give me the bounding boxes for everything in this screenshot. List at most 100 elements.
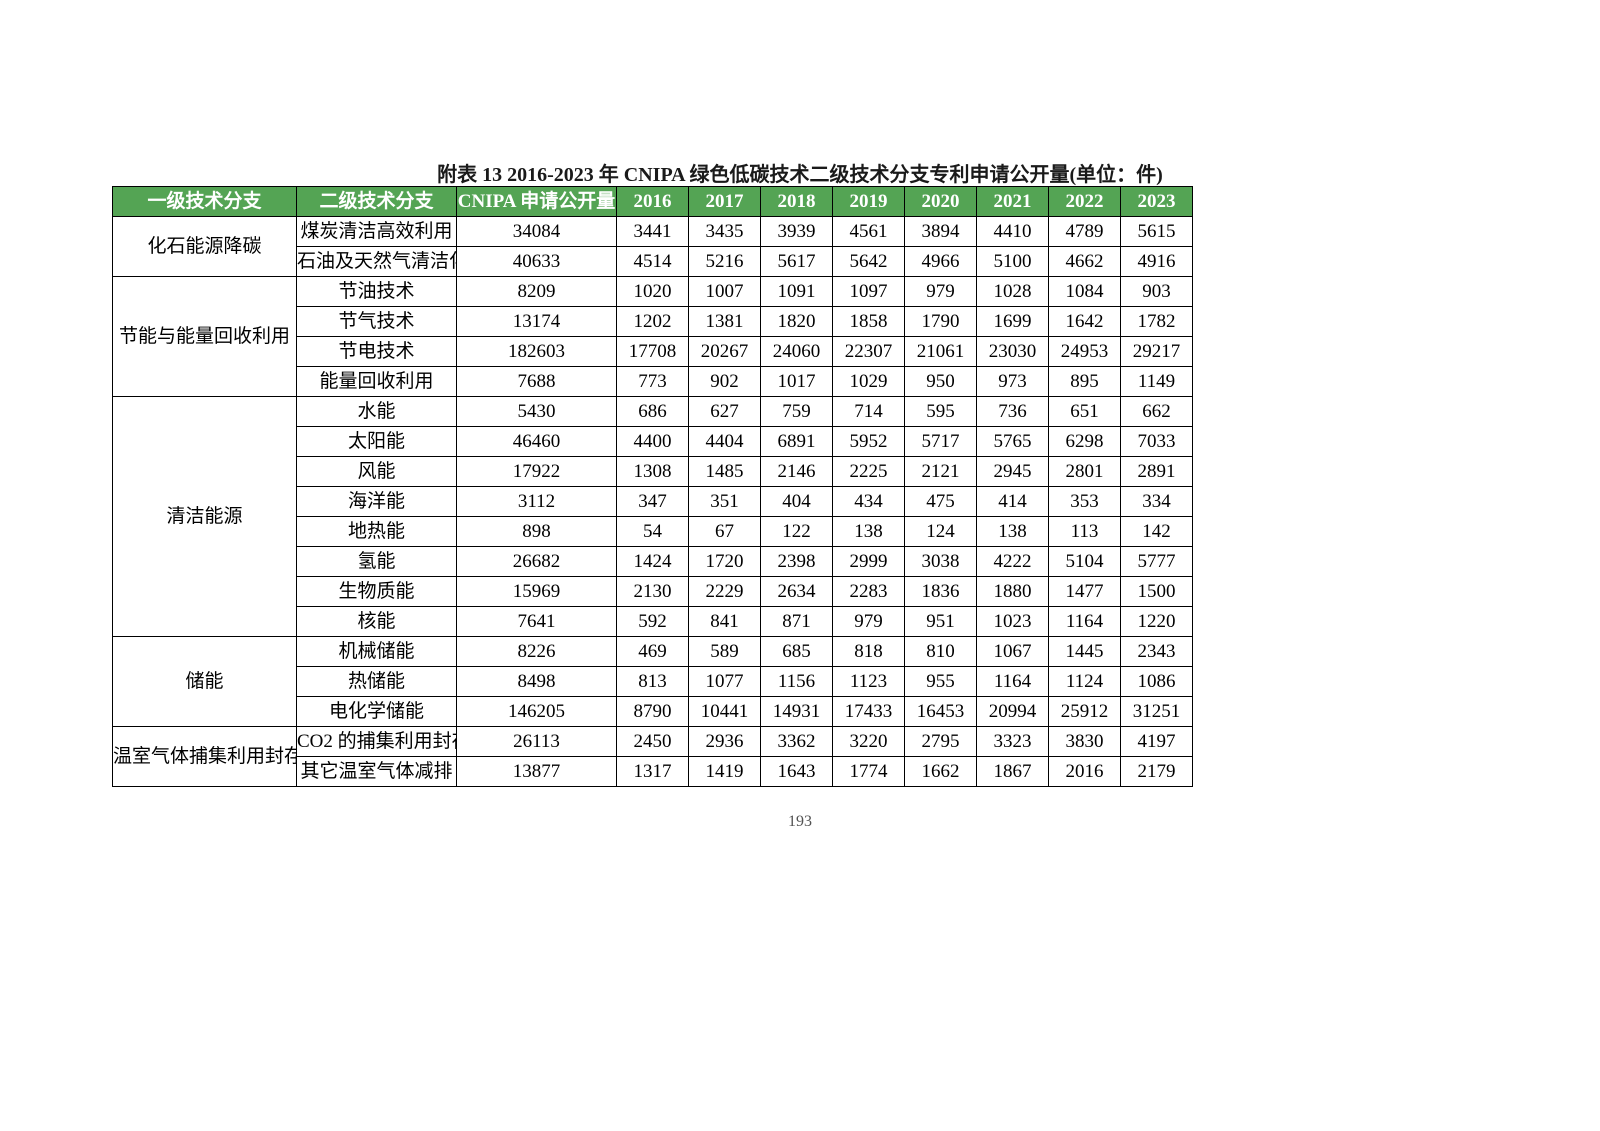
year-cell: 2450 xyxy=(617,727,689,757)
year-cell: 5617 xyxy=(761,247,833,277)
year-cell: 334 xyxy=(1121,487,1193,517)
year-cell: 902 xyxy=(689,367,761,397)
year-cell: 10441 xyxy=(689,697,761,727)
year-cell: 4662 xyxy=(1049,247,1121,277)
year-cell: 2179 xyxy=(1121,757,1193,787)
year-cell: 23030 xyxy=(977,337,1049,367)
year-cell: 2121 xyxy=(905,457,977,487)
year-cell: 3939 xyxy=(761,217,833,247)
table-row: 清洁能源水能5430686627759714595736651662 xyxy=(113,397,1193,427)
year-cell: 1086 xyxy=(1121,667,1193,697)
year-cell: 4197 xyxy=(1121,727,1193,757)
table-caption: 附表 13 2016-2023 年 CNIPA 绿色低碳技术二级技术分支专利申请… xyxy=(0,158,1600,187)
col-header: 2017 xyxy=(689,187,761,217)
year-cell: 3435 xyxy=(689,217,761,247)
year-cell: 5100 xyxy=(977,247,1049,277)
level2-cell: 生物质能 xyxy=(297,577,457,607)
year-cell: 2945 xyxy=(977,457,1049,487)
year-cell: 4916 xyxy=(1121,247,1193,277)
level1-cell: 化石能源降碳 xyxy=(113,217,297,277)
year-cell: 6298 xyxy=(1049,427,1121,457)
year-cell: 1820 xyxy=(761,307,833,337)
year-cell: 841 xyxy=(689,607,761,637)
level2-cell: 氢能 xyxy=(297,547,457,577)
year-cell: 29217 xyxy=(1121,337,1193,367)
level2-cell: 核能 xyxy=(297,607,457,637)
level2-cell: 节油技术 xyxy=(297,277,457,307)
year-cell: 1424 xyxy=(617,547,689,577)
year-cell: 979 xyxy=(905,277,977,307)
year-cell: 651 xyxy=(1049,397,1121,427)
page: 附表 13 2016-2023 年 CNIPA 绿色低碳技术二级技术分支专利申请… xyxy=(0,0,1600,1131)
year-cell: 1017 xyxy=(761,367,833,397)
year-cell: 3323 xyxy=(977,727,1049,757)
year-cell: 1880 xyxy=(977,577,1049,607)
year-cell: 5642 xyxy=(833,247,905,277)
year-cell: 2801 xyxy=(1049,457,1121,487)
year-cell: 351 xyxy=(689,487,761,517)
year-cell: 434 xyxy=(833,487,905,517)
year-cell: 353 xyxy=(1049,487,1121,517)
year-cell: 113 xyxy=(1049,517,1121,547)
year-cell: 4789 xyxy=(1049,217,1121,247)
year-cell: 2130 xyxy=(617,577,689,607)
year-cell: 414 xyxy=(977,487,1049,517)
year-cell: 2229 xyxy=(689,577,761,607)
year-cell: 1164 xyxy=(977,667,1049,697)
level2-cell: 风能 xyxy=(297,457,457,487)
year-cell: 979 xyxy=(833,607,905,637)
year-cell: 1091 xyxy=(761,277,833,307)
col-header: CNIPA 申请公开量 xyxy=(457,187,617,217)
level2-cell: 其它温室气体减排 xyxy=(297,757,457,787)
year-cell: 1123 xyxy=(833,667,905,697)
year-cell: 1149 xyxy=(1121,367,1193,397)
level2-cell: CO2 的捕集利用封存 xyxy=(297,727,457,757)
year-cell: 2795 xyxy=(905,727,977,757)
year-cell: 951 xyxy=(905,607,977,637)
total-cell: 13174 xyxy=(457,307,617,337)
year-cell: 16453 xyxy=(905,697,977,727)
year-cell: 1867 xyxy=(977,757,1049,787)
col-header: 一级技术分支 xyxy=(113,187,297,217)
year-cell: 950 xyxy=(905,367,977,397)
level2-cell: 节气技术 xyxy=(297,307,457,337)
total-cell: 8498 xyxy=(457,667,617,697)
year-cell: 1477 xyxy=(1049,577,1121,607)
year-cell: 2891 xyxy=(1121,457,1193,487)
year-cell: 1858 xyxy=(833,307,905,337)
total-cell: 146205 xyxy=(457,697,617,727)
year-cell: 25912 xyxy=(1049,697,1121,727)
year-cell: 903 xyxy=(1121,277,1193,307)
year-cell: 627 xyxy=(689,397,761,427)
year-cell: 3038 xyxy=(905,547,977,577)
year-cell: 818 xyxy=(833,637,905,667)
table-row: 节能与能量回收利用节油技术820910201007109110979791028… xyxy=(113,277,1193,307)
year-cell: 1156 xyxy=(761,667,833,697)
year-cell: 5615 xyxy=(1121,217,1193,247)
year-cell: 4561 xyxy=(833,217,905,247)
year-cell: 3362 xyxy=(761,727,833,757)
year-cell: 1077 xyxy=(689,667,761,697)
year-cell: 347 xyxy=(617,487,689,517)
year-cell: 6891 xyxy=(761,427,833,457)
total-cell: 8226 xyxy=(457,637,617,667)
total-cell: 898 xyxy=(457,517,617,547)
col-header: 二级技术分支 xyxy=(297,187,457,217)
year-cell: 469 xyxy=(617,637,689,667)
level1-cell: 温室气体捕集利用封存 xyxy=(113,727,297,787)
level2-cell: 地热能 xyxy=(297,517,457,547)
year-cell: 138 xyxy=(833,517,905,547)
year-cell: 1485 xyxy=(689,457,761,487)
year-cell: 5952 xyxy=(833,427,905,457)
year-cell: 4400 xyxy=(617,427,689,457)
level2-cell: 机械储能 xyxy=(297,637,457,667)
year-cell: 1097 xyxy=(833,277,905,307)
year-cell: 31251 xyxy=(1121,697,1193,727)
year-cell: 2398 xyxy=(761,547,833,577)
col-header: 2016 xyxy=(617,187,689,217)
year-cell: 3830 xyxy=(1049,727,1121,757)
level2-cell: 热储能 xyxy=(297,667,457,697)
total-cell: 40633 xyxy=(457,247,617,277)
year-cell: 1643 xyxy=(761,757,833,787)
year-cell: 8790 xyxy=(617,697,689,727)
